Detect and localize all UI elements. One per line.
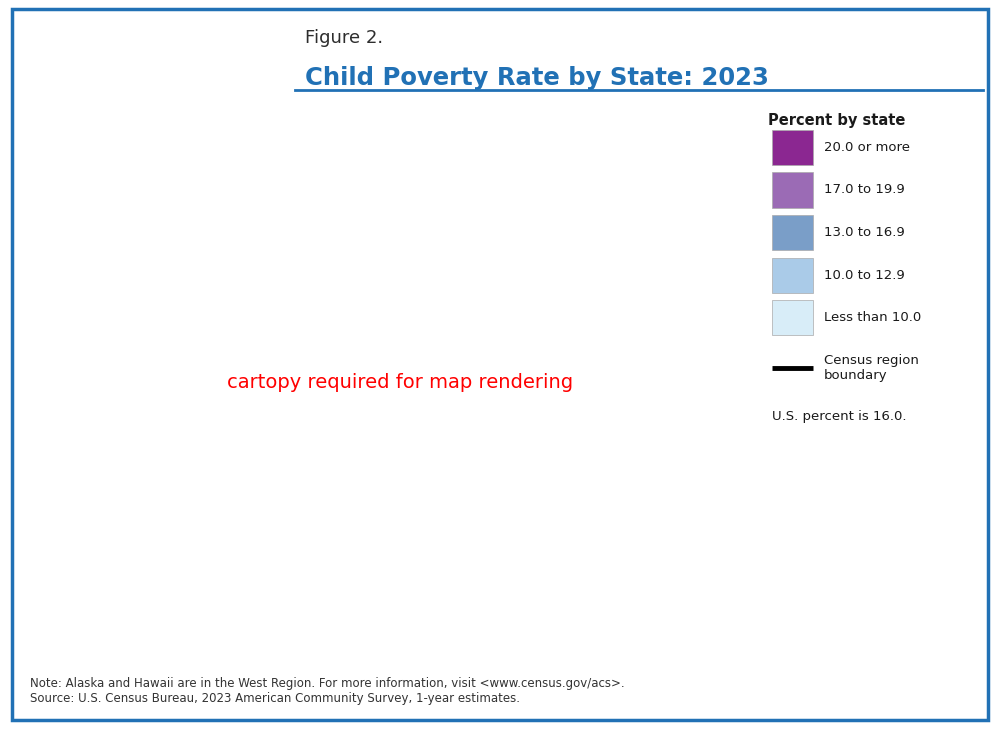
Bar <box>772 215 813 250</box>
Text: Census region
boundary: Census region boundary <box>824 354 919 382</box>
Bar <box>772 300 813 335</box>
Text: U.S. percent is 16.0.: U.S. percent is 16.0. <box>772 410 907 423</box>
Bar <box>772 130 813 165</box>
Text: 13.0 to 16.9: 13.0 to 16.9 <box>824 226 905 239</box>
Text: Figure 2.: Figure 2. <box>305 29 383 47</box>
Bar <box>772 257 813 293</box>
Text: 10.0 to 12.9: 10.0 to 12.9 <box>824 268 905 281</box>
Text: cartopy required for map rendering: cartopy required for map rendering <box>227 373 573 392</box>
Text: Percent by state: Percent by state <box>768 113 905 128</box>
Text: Less than 10.0: Less than 10.0 <box>824 311 921 324</box>
Text: Note: Alaska and Hawaii are in the West Region. For more information, visit <www: Note: Alaska and Hawaii are in the West … <box>30 677 625 704</box>
Text: 17.0 to 19.9: 17.0 to 19.9 <box>824 184 905 196</box>
Text: Child Poverty Rate by State: 2023: Child Poverty Rate by State: 2023 <box>305 66 769 90</box>
Text: 20.0 or more: 20.0 or more <box>824 141 910 154</box>
Bar <box>772 172 813 208</box>
